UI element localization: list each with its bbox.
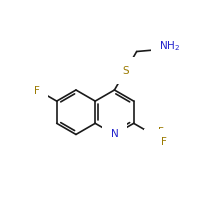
Text: F: F bbox=[153, 137, 159, 147]
Text: N: N bbox=[111, 129, 118, 139]
Text: F: F bbox=[161, 137, 167, 147]
Text: F: F bbox=[34, 86, 40, 96]
Text: S: S bbox=[122, 66, 129, 76]
Text: NH$_2$: NH$_2$ bbox=[159, 40, 180, 53]
Text: F: F bbox=[158, 127, 164, 137]
